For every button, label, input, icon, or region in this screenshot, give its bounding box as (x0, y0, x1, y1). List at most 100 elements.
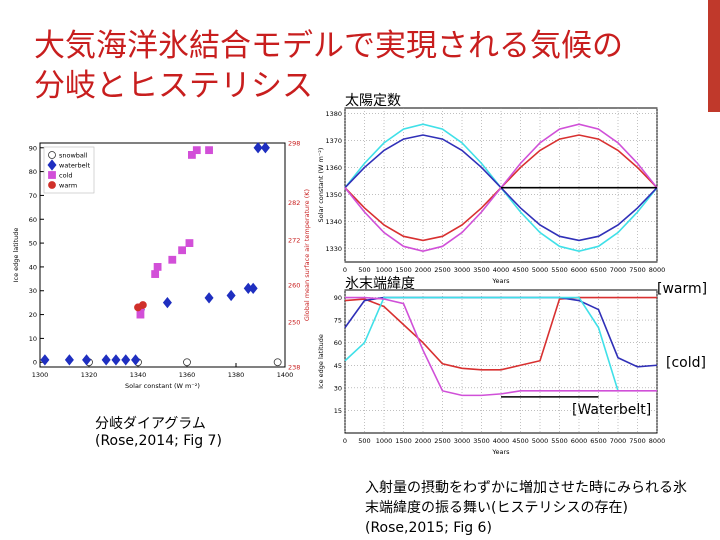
plot-frame (39, 142, 286, 368)
x-tick-label: 7500 (629, 437, 646, 445)
y-axis-label: Solar constant (W m⁻²) (317, 148, 325, 223)
point (187, 151, 196, 159)
x-tick-label: 2000 (415, 266, 432, 274)
legend-swatch (48, 181, 56, 189)
x-tick-label: 0 (343, 266, 347, 274)
point (151, 270, 160, 278)
point (273, 358, 282, 367)
y-tick-label: 45 (334, 362, 342, 370)
title: 大気海洋氷結合モデルで実現される気候の (34, 28, 623, 64)
y-tick-label: 1330 (325, 245, 342, 253)
legend-swatch (47, 159, 57, 171)
x-tick-label: 1340 (130, 371, 147, 379)
series-line (344, 296, 657, 371)
point (205, 146, 213, 155)
point (226, 289, 236, 302)
x-tick-label: 1320 (81, 371, 98, 379)
point (136, 310, 145, 319)
x-tick-label: 5000 (532, 437, 549, 445)
x-axis-label: Years (491, 448, 510, 456)
x-tick-label: 4000 (493, 266, 510, 274)
y-tick-label: 10 (29, 335, 37, 343)
legend-swatch (48, 151, 56, 159)
y-tick-label: 30 (334, 384, 342, 392)
x-tick-label: 6000 (571, 266, 588, 274)
accent-bar (708, 0, 720, 112)
y-tick-label: 75 (334, 317, 342, 325)
y-tick-label: 1340 (325, 218, 342, 226)
y-tick-label: 80 (29, 168, 37, 176)
point (101, 354, 111, 366)
legend-label: snowball (59, 152, 88, 160)
x-tick-label: 500 (358, 266, 370, 274)
point (192, 146, 201, 155)
point (260, 142, 270, 154)
y-axis-label: Ice edge latitude (317, 334, 325, 389)
x-tick-label: 1500 (395, 437, 412, 445)
y2-tick-label: 260 (288, 281, 300, 289)
point (162, 297, 172, 309)
x-tick-label: 4000 (493, 437, 510, 445)
y-tick-label: 60 (334, 339, 342, 347)
y2-tick-label: 250 (288, 319, 300, 327)
label: 太陽定数 (345, 93, 401, 109)
tag: [Waterbelt] (572, 402, 652, 418)
y-tick-label: 40 (29, 263, 37, 271)
x-tick-label: 2000 (415, 437, 432, 445)
x-tick-label: 0 (343, 437, 347, 445)
x-tick-label: 4500 (512, 266, 529, 274)
title: 分岐とヒステリシス (34, 68, 313, 104)
x-tick-label: 7000 (610, 266, 627, 274)
caption: 分岐ダイアグラム (95, 416, 206, 432)
point (168, 255, 177, 264)
caption: 入射量の摂動をわずかに増加させた時にみられる氷末端緯度の振る舞い(ヒステリシスの… (365, 480, 687, 536)
point (183, 358, 191, 367)
point (178, 246, 187, 255)
x-tick-label: 8000 (649, 266, 666, 274)
tag: [cold] (666, 355, 706, 371)
y2-tick-label: 238 (288, 364, 300, 372)
y-tick-label: 90 (334, 294, 342, 302)
point (40, 354, 50, 366)
x-tick-label: 3000 (454, 266, 471, 274)
label: 氷末端緯度 (345, 276, 415, 292)
x-tick-label: 1000 (376, 437, 393, 445)
x-tick-label: 5500 (551, 437, 568, 445)
x-tick-label: 1360 (179, 371, 196, 379)
y-tick-label: 15 (334, 407, 342, 415)
y-tick-label: 1350 (325, 191, 342, 199)
y2-tick-label: 298 (288, 140, 300, 148)
x-tick-label: 1380 (228, 371, 245, 379)
point (82, 354, 92, 366)
y-tick-label: 1380 (325, 110, 342, 118)
tag: [warm] (657, 281, 708, 297)
y-tick-label: 60 (29, 216, 37, 224)
x-tick-label: 6500 (590, 437, 607, 445)
x-tick-label: 5000 (532, 266, 549, 274)
y-axis-label: Ice edge latitude (12, 228, 20, 283)
legend-label: cold (59, 172, 72, 180)
legend-swatch (48, 171, 56, 179)
y-tick-label: 1360 (325, 164, 342, 172)
caption: (Rose,2014; Fig 7) (95, 433, 222, 449)
y-tick-label: 70 (29, 192, 37, 200)
x-tick-label: 1500 (395, 266, 412, 274)
point (253, 142, 263, 154)
point (138, 301, 147, 309)
y-tick-label: 30 (29, 287, 37, 295)
series-line (344, 296, 619, 392)
point (185, 239, 194, 247)
legend-label: warm (59, 182, 77, 190)
y2-axis-label: Global mean surface air temperature (K) (303, 189, 311, 321)
x-axis-label: Years (491, 277, 510, 285)
x-tick-label: 1300 (32, 371, 49, 379)
x-tick-label: 3500 (473, 437, 490, 445)
y2-tick-label: 282 (288, 199, 300, 207)
point (64, 354, 74, 366)
x-tick-label: 2500 (434, 437, 451, 445)
x-tick-label: 1000 (376, 266, 393, 274)
x-tick-label: 5500 (551, 266, 568, 274)
y-tick-label: 20 (29, 311, 37, 319)
